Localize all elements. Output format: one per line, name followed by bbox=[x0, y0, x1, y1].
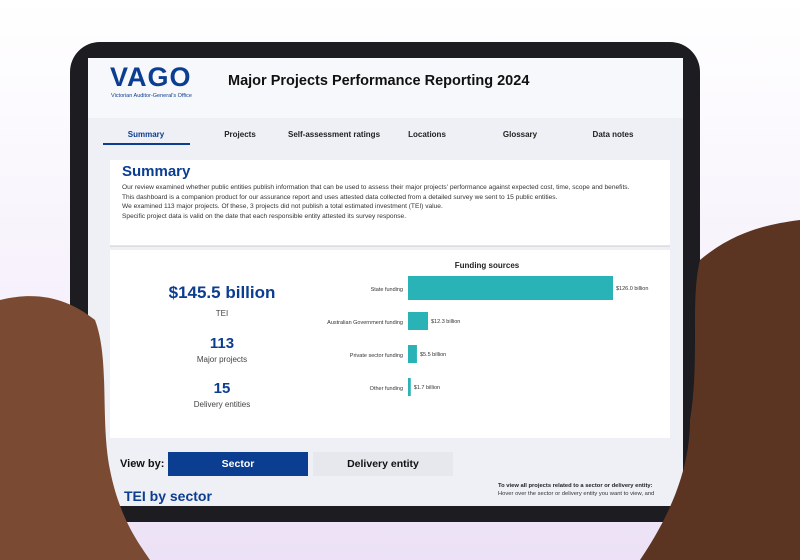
summary-paragraph: Our review examined whether public entit… bbox=[122, 184, 630, 191]
value-label: $1.7 billion bbox=[414, 385, 440, 391]
nav-tab[interactable]: Projects bbox=[224, 130, 256, 139]
stat-label: TEI bbox=[215, 309, 229, 318]
sector-button[interactable]: Sector bbox=[168, 452, 308, 476]
bar bbox=[408, 345, 417, 363]
instructions-title: To view all projects related to a sector… bbox=[498, 483, 653, 489]
funding-chart: Funding sources State funding $126.0 billi… bbox=[327, 261, 648, 396]
bar bbox=[408, 312, 429, 330]
category-label: Private sector funding bbox=[350, 353, 403, 359]
bar bbox=[408, 276, 613, 300]
view-by-label: View by: bbox=[120, 458, 165, 470]
category-label: Australian Government funding bbox=[327, 320, 403, 326]
nav-tab[interactable]: Data notes bbox=[592, 130, 634, 139]
stat-label: Delivery entities bbox=[193, 400, 251, 409]
instructions-text: Hover over the sector or delivery entity… bbox=[498, 491, 655, 497]
tei-heading: TEI by sector bbox=[124, 488, 212, 504]
section-heading: Summary bbox=[122, 163, 191, 180]
nav-tab[interactable]: Locations bbox=[408, 130, 446, 139]
category-label: State funding bbox=[371, 287, 403, 293]
summary-paragraph: This dashboard is a companion product fo… bbox=[122, 193, 558, 201]
stat-label: Major projects bbox=[196, 355, 248, 364]
summary-paragraph: Specific project data is valid on the da… bbox=[122, 212, 407, 220]
stat-value: $145.5 billion bbox=[168, 283, 276, 302]
bar bbox=[408, 378, 411, 396]
nav-tab[interactable]: Glossary bbox=[502, 130, 538, 139]
delivery-entity-button[interactable]: Delivery entity bbox=[313, 452, 453, 476]
logo: VAGO bbox=[110, 62, 192, 92]
value-label: $126.0 billion bbox=[616, 286, 648, 292]
page-title: Major Projects Performance Reporting 202… bbox=[228, 73, 530, 89]
category-label: Other funding bbox=[370, 386, 403, 392]
chart-title: Funding sources bbox=[455, 261, 520, 270]
summary-paragraph: We examined 113 major projects. Of these… bbox=[122, 203, 443, 210]
nav-tab[interactable]: Summary bbox=[127, 130, 165, 139]
logo-subtitle: Victorian Auditor-General's Office bbox=[111, 93, 192, 99]
value-label: $5.5 billion bbox=[420, 352, 446, 358]
stat-value: 113 bbox=[209, 335, 235, 352]
value-label: $12.3 billion bbox=[431, 319, 460, 325]
nav-tab[interactable]: Self-assessment ratings bbox=[287, 130, 381, 139]
stat-value: 15 bbox=[213, 380, 231, 397]
summary-text: Our review examined whether public entit… bbox=[122, 183, 652, 221]
